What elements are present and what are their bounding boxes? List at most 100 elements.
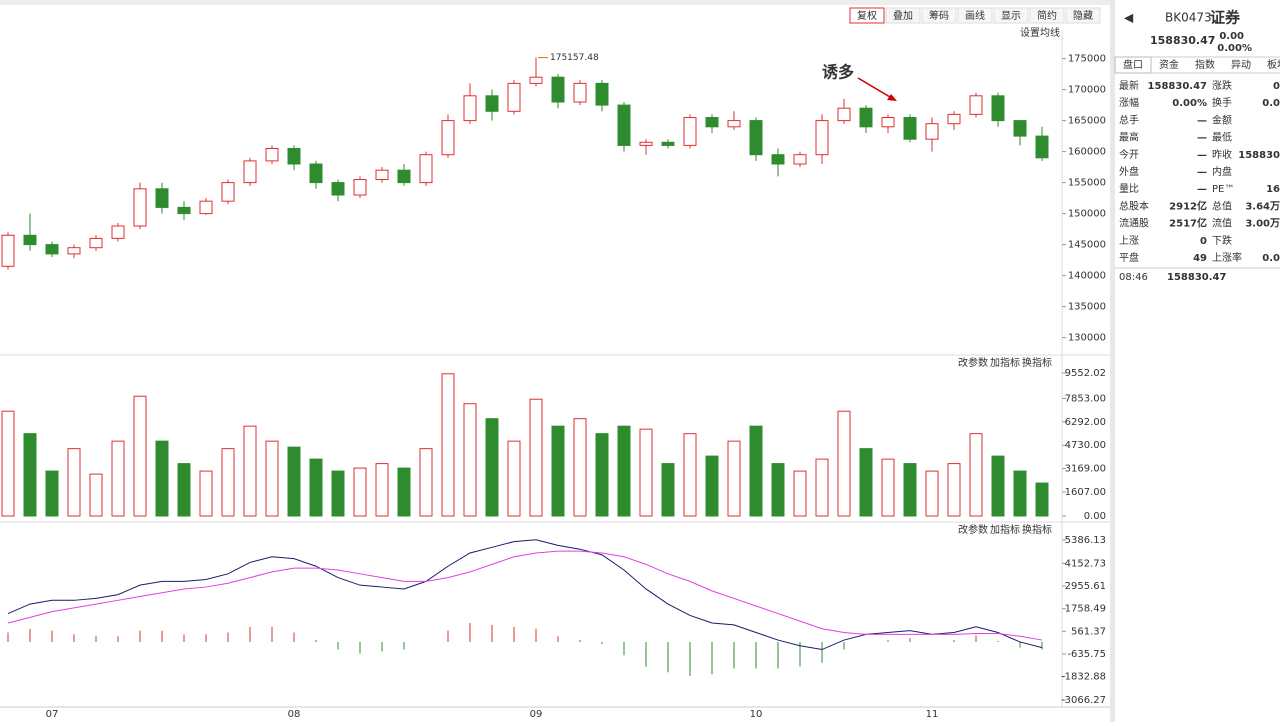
volume-bar	[331, 470, 345, 517]
candle-body	[991, 95, 1005, 122]
panel-button[interactable]: 加指标	[990, 523, 1020, 536]
toolbar-button[interactable]	[885, 7, 921, 24]
max-label: 175157.48	[550, 53, 599, 63]
volume-bar	[881, 458, 895, 517]
panel-button[interactable]: 换指标	[1022, 356, 1052, 369]
candle-body	[485, 95, 499, 112]
y-tick-label: 9552.02	[1065, 368, 1106, 379]
field-value: 16	[1266, 184, 1280, 195]
panel-button[interactable]: 换指标	[1022, 523, 1052, 536]
field-label: 内盘	[1212, 165, 1232, 178]
candle-body	[749, 120, 763, 156]
field-label: PE™	[1212, 184, 1234, 195]
volume-bar	[749, 425, 763, 517]
field-label: 总值	[1212, 199, 1232, 212]
volume-bar	[727, 440, 741, 517]
toolbar-button[interactable]	[849, 7, 885, 24]
candle-body	[859, 107, 873, 128]
candle-body	[771, 154, 785, 165]
tab[interactable]: 盘口	[1123, 58, 1143, 71]
field-value: —	[1197, 150, 1207, 161]
volume-bar	[837, 410, 851, 517]
toolbar-button[interactable]	[1029, 7, 1065, 24]
field-label: 外盘	[1119, 165, 1139, 178]
field-value: 158830.47	[1148, 81, 1208, 92]
toolbar-button[interactable]	[993, 7, 1029, 24]
y-tick-label: 4152.73	[1065, 558, 1106, 569]
volume-bar	[859, 448, 873, 517]
field-label: 平盘	[1119, 251, 1139, 264]
candle-body	[617, 104, 631, 146]
x-tick-label: 10	[750, 709, 763, 720]
settings-button[interactable]: 设置均线	[1020, 26, 1060, 39]
volume-bar	[1, 410, 15, 517]
x-tick-label: 09	[530, 709, 543, 720]
volume-bar	[661, 463, 675, 517]
toolbar-button-label[interactable]: 简约	[1037, 9, 1057, 22]
field-value: 3.00万	[1245, 218, 1280, 230]
y-tick-label: 0.00	[1084, 511, 1106, 522]
field-label: 换手	[1212, 96, 1232, 109]
splitter[interactable]	[1110, 0, 1115, 722]
candle-body	[661, 141, 675, 146]
y-tick-label: -1832.88	[1061, 672, 1106, 683]
volume-bar	[265, 440, 279, 517]
panel-button[interactable]: 改参数	[958, 523, 988, 536]
toolbar-button[interactable]	[1065, 7, 1101, 24]
volume-bar	[705, 455, 719, 517]
candle-body	[331, 182, 345, 196]
candle-body	[1013, 120, 1027, 137]
toolbar-button[interactable]	[957, 7, 993, 24]
toolbar-button-label[interactable]: 画线	[965, 9, 985, 22]
volume-bar	[991, 455, 1005, 517]
candle-body	[67, 247, 81, 255]
volume-bar	[221, 448, 235, 517]
field-label: 最低	[1212, 131, 1232, 144]
field-label: 金额	[1212, 113, 1232, 126]
candle-body	[573, 82, 587, 103]
toolbar-button-label[interactable]: 显示	[1001, 10, 1021, 22]
y-tick-label: 140000	[1068, 271, 1106, 282]
field-label: 总股本	[1119, 199, 1149, 212]
field-label: 涨跌	[1212, 79, 1232, 92]
field-label: 今开	[1119, 148, 1139, 161]
volume-bar	[441, 373, 455, 517]
candle-body	[221, 182, 235, 202]
tab[interactable]: 异动	[1231, 59, 1251, 71]
stock-code: BK0473	[1165, 11, 1212, 25]
panel-button[interactable]: 改参数	[958, 356, 988, 369]
volume-bar	[1035, 482, 1049, 517]
candle-body	[23, 234, 37, 246]
field-value: 3.64万	[1245, 200, 1280, 212]
tab[interactable]: 板块	[1267, 58, 1280, 71]
toolbar-button-label[interactable]: 筹码	[929, 9, 949, 22]
toolbar-button-label[interactable]: 叠加	[893, 10, 913, 22]
field-value: 0	[1273, 81, 1280, 92]
toolbar-button-label[interactable]: 隐藏	[1073, 10, 1093, 22]
candle-body	[837, 107, 851, 122]
volume-bar	[397, 467, 411, 517]
volume-bar	[375, 463, 389, 517]
volume-bar	[243, 425, 257, 517]
y-tick-label: 4730.00	[1065, 440, 1106, 451]
panel-button[interactable]: 加指标	[990, 356, 1020, 369]
toolbar-button-label[interactable]: 复权	[857, 9, 877, 22]
y-tick-label: 170000	[1068, 85, 1106, 96]
volume-bar	[903, 463, 917, 517]
tab[interactable]: 指数	[1195, 58, 1215, 71]
candle-body	[639, 141, 653, 146]
toolbar-button[interactable]	[921, 7, 957, 24]
field-value: 2517亿	[1169, 217, 1207, 230]
candle-body	[529, 76, 543, 84]
volume-bar	[177, 463, 191, 517]
tab[interactable]: 资金	[1159, 58, 1179, 71]
annotation-arrow	[857, 77, 896, 101]
volume-bar	[947, 463, 961, 517]
field-label: 流值	[1212, 217, 1232, 230]
back-icon[interactable]: ◀	[1124, 11, 1134, 25]
candle-body	[463, 95, 477, 122]
y-tick-label: 165000	[1068, 116, 1106, 127]
price: 158830.47	[1150, 34, 1215, 47]
field-label: 总手	[1119, 113, 1139, 126]
candle-body	[111, 225, 125, 239]
